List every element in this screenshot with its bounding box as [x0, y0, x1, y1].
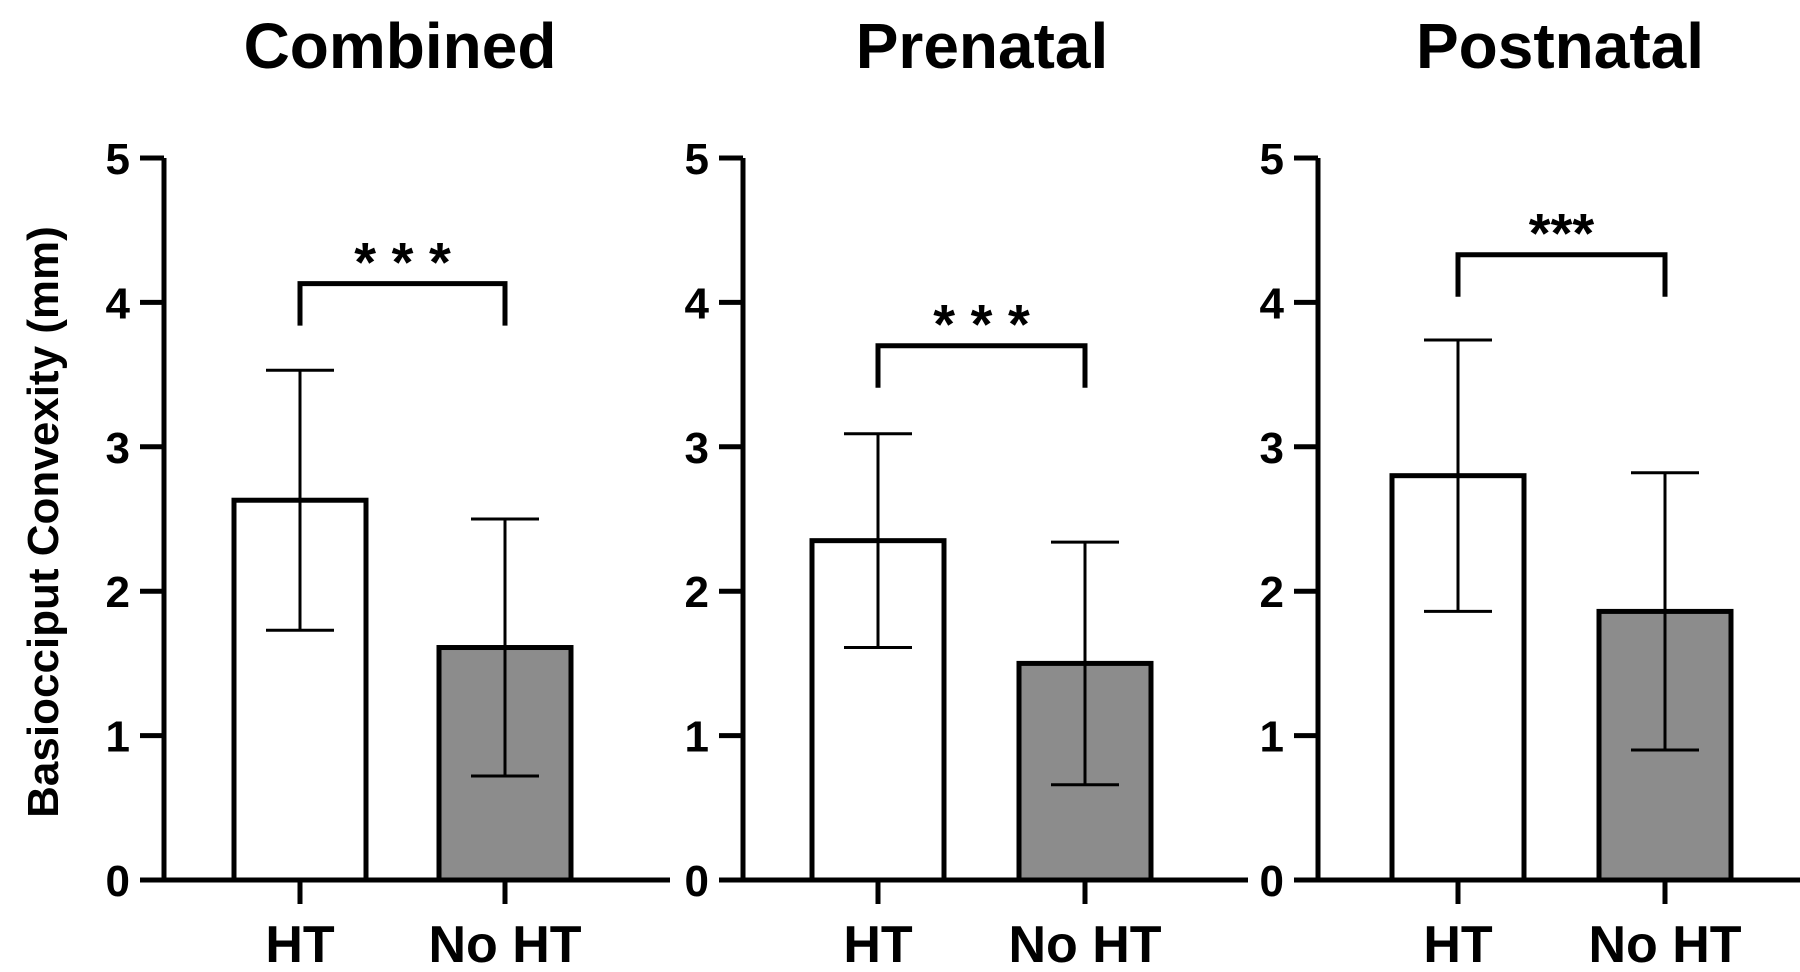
- x-category-label: HT: [1423, 916, 1493, 972]
- y-tick-label: 5: [1260, 135, 1284, 184]
- y-tick-label: 0: [685, 857, 709, 906]
- y-tick-label: 1: [685, 713, 709, 762]
- y-tick-label: 3: [1260, 424, 1284, 473]
- chart-panel-prenatal: Prenatal 0 1 2 3 4 5 HT No HT * * *: [685, 10, 1248, 972]
- y-tick-label: 4: [685, 279, 710, 328]
- y-tick-label: 2: [106, 568, 130, 617]
- y-tick-label: 5: [106, 135, 130, 184]
- significance-bracket: [875, 343, 1088, 388]
- y-tick-label: 2: [685, 568, 709, 617]
- chart-panel-postnatal: Postnatal 0 1 2 3 4 5 HT No HT ***: [1260, 10, 1800, 972]
- y-tick-label: 0: [106, 857, 130, 906]
- y-tick-label: 3: [106, 424, 130, 473]
- x-category-label: HT: [843, 916, 913, 972]
- y-tick-label: 4: [106, 279, 131, 328]
- y-axis-label: Basiocciput Convexity (mm): [19, 226, 68, 818]
- x-category-label: No HT: [1008, 916, 1161, 972]
- panel-title: Prenatal: [856, 10, 1109, 82]
- chart-panel-combined: Combined 0 1 2 3 4 5 HT No HT * * *: [106, 10, 670, 972]
- significance-stars: ***: [1529, 202, 1595, 265]
- panel-title: Combined: [244, 10, 557, 82]
- y-tick-label: 2: [1260, 568, 1284, 617]
- y-tick-label: 4: [1260, 279, 1285, 328]
- chart-panels: Combined 0 1 2 3 4 5 HT No HT * * * Prenatal 0 1 2 3 4 5…: [106, 10, 1800, 972]
- x-category-label: No HT: [1588, 916, 1741, 972]
- significance-stars: * * *: [354, 231, 451, 294]
- y-tick-label: 0: [1260, 857, 1284, 906]
- panel-title: Postnatal: [1416, 10, 1704, 82]
- y-tick-label: 5: [685, 135, 709, 184]
- y-tick-label: 1: [106, 713, 130, 762]
- significance-stars: * * *: [933, 293, 1030, 356]
- x-category-label: HT: [265, 916, 335, 972]
- y-tick-label: 3: [685, 424, 709, 473]
- x-category-label: No HT: [428, 916, 581, 972]
- significance-bracket: [297, 281, 508, 326]
- y-tick-label: 1: [1260, 713, 1284, 762]
- significance-bracket: [1455, 252, 1668, 297]
